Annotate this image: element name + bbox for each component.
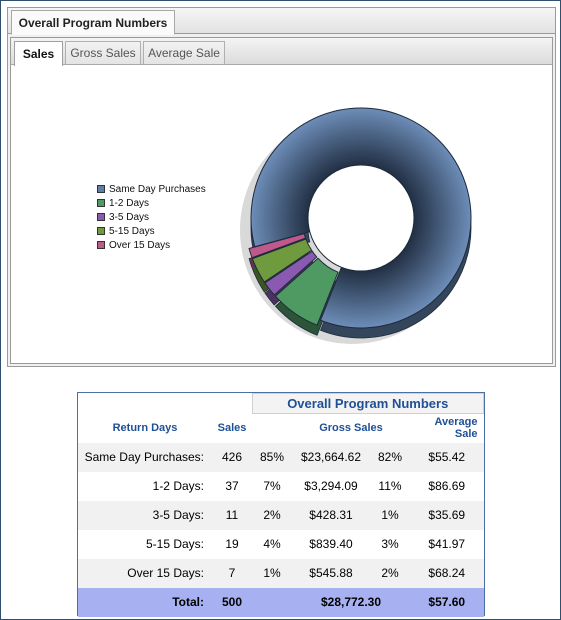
slice-1-2-days bbox=[274, 257, 339, 326]
sales-count: 37 bbox=[225, 479, 239, 493]
tab-sales[interactable]: Sales bbox=[14, 41, 63, 66]
donut-hole bbox=[307, 164, 415, 272]
row-label: Same Day Purchases: bbox=[84, 450, 204, 464]
average-sale: $86.69 bbox=[428, 479, 466, 493]
table-row: Same Day Purchases: 426 85% $23,664.62 8… bbox=[78, 442, 484, 472]
legend-label: Over 15 Days bbox=[109, 239, 171, 251]
legend-item: 1-2 Days bbox=[97, 196, 206, 210]
legend-swatch bbox=[97, 213, 105, 221]
average-sale: $35.69 bbox=[428, 508, 466, 522]
sales-count: 19 bbox=[225, 537, 239, 551]
legend-item: 5-15 Days bbox=[97, 224, 206, 238]
sales-percent: 1% bbox=[263, 566, 281, 580]
row-label: Over 15 Days: bbox=[127, 566, 204, 580]
chart-area: Same Day Purchases 1-2 Days 3-5 Days 5-1… bbox=[11, 66, 552, 363]
total-label: Total: bbox=[172, 595, 204, 609]
sales-percent: 2% bbox=[263, 508, 281, 522]
table-corner bbox=[78, 394, 252, 414]
sales-percent: 7% bbox=[263, 479, 281, 493]
sales-percent: 4% bbox=[263, 537, 281, 551]
sales-percent: 85% bbox=[259, 450, 285, 464]
total-gross-sales: $28,772.30 bbox=[320, 595, 382, 609]
legend-label: 3-5 Days bbox=[109, 211, 150, 223]
legend-item: Over 15 Days bbox=[97, 238, 206, 252]
table-row: 5-15 Days: 19 4% $839.40 3% $41.97 bbox=[78, 529, 484, 559]
legend-swatch bbox=[97, 199, 105, 207]
total-sales: 500 bbox=[221, 595, 243, 609]
tab-average-sale[interactable]: Average Sale bbox=[143, 41, 225, 64]
gross-sales: $3,294.09 bbox=[304, 479, 358, 493]
outer-tab-bar: Overall Program Numbers bbox=[8, 8, 555, 35]
table-row: 3-5 Days: 11 2% $428.31 1% $35.69 bbox=[78, 500, 484, 530]
legend-swatch bbox=[97, 241, 105, 249]
row-label: 3-5 Days: bbox=[152, 508, 204, 522]
donut-chart bbox=[240, 107, 472, 344]
average-sale: $55.42 bbox=[428, 450, 466, 464]
sales-count: 7 bbox=[228, 566, 236, 580]
legend-item: Same Day Purchases bbox=[97, 182, 206, 196]
tab-overall-program-numbers[interactable]: Overall Program Numbers bbox=[11, 10, 175, 35]
column-header-sales: Sales bbox=[217, 422, 247, 434]
total-row: Total: 500 $28,772.30 $57.60 bbox=[78, 587, 484, 617]
gross-percent: 11% bbox=[378, 479, 402, 493]
table-row: Over 15 Days: 7 1% $545.88 2% $68.24 bbox=[78, 558, 484, 588]
column-header-gross-sales: Gross Sales bbox=[319, 422, 383, 435]
gross-percent: 82% bbox=[377, 450, 403, 464]
gross-sales: $428.31 bbox=[309, 508, 353, 522]
chart-legend: Same Day Purchases 1-2 Days 3-5 Days 5-1… bbox=[97, 182, 206, 252]
sales-chart-panel: Sales Gross Sales Average Sale Same Day … bbox=[10, 37, 553, 364]
total-spacer bbox=[252, 588, 292, 617]
gross-percent: 1% bbox=[381, 508, 399, 522]
overall-program-panel: Overall Program Numbers Sales Gross Sale… bbox=[7, 7, 556, 367]
row-label: 1-2 Days: bbox=[152, 479, 204, 493]
table-row: 1-2 Days: 37 7% $3,294.09 11% $86.69 bbox=[78, 471, 484, 501]
slice-over-15-days bbox=[248, 233, 307, 259]
table-title: Overall Program Numbers bbox=[251, 393, 484, 414]
row-label: 5-15 Days: bbox=[145, 537, 204, 551]
legend-label: Same Day Purchases bbox=[109, 183, 206, 195]
gross-sales: $545.88 bbox=[309, 566, 353, 580]
gross-sales: $23,664.62 bbox=[300, 450, 362, 464]
gross-percent: 2% bbox=[381, 566, 399, 580]
column-header-average-sale: Average Sale bbox=[434, 416, 478, 441]
legend-item: 3-5 Days bbox=[97, 210, 206, 224]
legend-swatch bbox=[97, 227, 105, 235]
column-spacer bbox=[252, 414, 292, 443]
gross-percent: 3% bbox=[381, 537, 399, 551]
average-sale: $68.24 bbox=[428, 566, 466, 580]
gross-sales: $839.40 bbox=[309, 537, 353, 551]
column-header-return-days: Return Days bbox=[112, 422, 178, 434]
legend-swatch bbox=[97, 185, 105, 193]
inner-tab-bar: Sales Gross Sales Average Sale bbox=[11, 38, 552, 66]
slice-3-5-days bbox=[264, 250, 318, 296]
summary-table: Overall Program Numbers Return Days Sale… bbox=[77, 392, 485, 617]
average-sale: $41.97 bbox=[428, 537, 466, 551]
sales-count: 11 bbox=[225, 508, 239, 522]
tab-gross-sales[interactable]: Gross Sales bbox=[65, 41, 141, 64]
slice-5-15-days bbox=[251, 238, 313, 283]
legend-label: 1-2 Days bbox=[109, 197, 150, 209]
total-average-sale: $57.60 bbox=[428, 595, 466, 609]
legend-label: 5-15 Days bbox=[109, 225, 155, 237]
sales-count: 426 bbox=[221, 450, 243, 464]
